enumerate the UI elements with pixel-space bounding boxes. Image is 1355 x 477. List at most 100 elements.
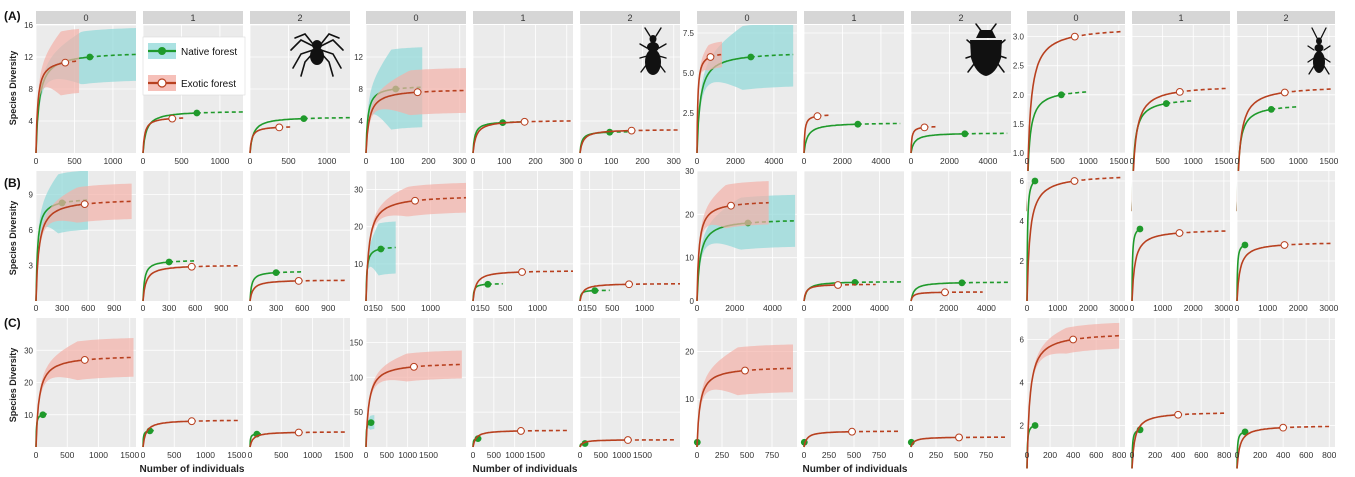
- facet-strip-label: 1: [851, 13, 856, 23]
- native-observed-point: [193, 109, 201, 117]
- facet-strip-label: 1: [190, 13, 195, 23]
- native-observed-point: [1031, 422, 1039, 429]
- facet-strip-label: 0: [744, 13, 749, 23]
- exotic-extrapolated-line: [1074, 176, 1122, 182]
- x-tick-label: 2000: [725, 303, 744, 313]
- x-tick-label: 1500: [1109, 156, 1128, 166]
- facet-strip: [366, 11, 466, 24]
- exotic-observed-point: [920, 123, 929, 132]
- x-tick-label: 1000: [210, 156, 229, 166]
- exotic-observed-point: [410, 362, 418, 371]
- x-tick-label: 300: [667, 156, 681, 166]
- x-tick-label: 150: [369, 303, 383, 313]
- x-tick-label: 0: [578, 156, 583, 166]
- exotic-extrapolated-line: [1178, 412, 1225, 416]
- x-tick-label: 0: [802, 156, 807, 166]
- exotic-extrapolated-line: [520, 429, 569, 432]
- x-tick-label: 500: [740, 450, 754, 460]
- exotic-extrapolated-line: [1179, 87, 1227, 93]
- x-tick-label: 600: [1089, 450, 1103, 460]
- y-tick-label: 0: [690, 297, 695, 306]
- y-tick-label: 3.0: [1013, 33, 1025, 42]
- x-tick-label: 800: [1112, 450, 1126, 460]
- x-tick-label: 0: [471, 156, 476, 166]
- x-tick-label: 0: [141, 450, 146, 460]
- native-extrapolated-line: [196, 111, 244, 114]
- exotic-interpolated-line: [1026, 180, 1075, 302]
- x-tick-label: 600: [81, 303, 95, 313]
- x-tick-label: 750: [765, 450, 779, 460]
- native-observed-point: [39, 411, 47, 419]
- x-tick-label: 1000: [1048, 303, 1067, 313]
- native-observed-point: [961, 130, 969, 138]
- x-tick-label: 0: [1130, 450, 1135, 460]
- x-tick-label: 3000: [1214, 303, 1233, 313]
- legend-exotic-label: Exotic forest: [181, 79, 236, 90]
- x-tick-label: 4000: [871, 156, 890, 166]
- exotic-observed-point: [941, 288, 949, 297]
- facet-strip-label: 1: [520, 13, 525, 23]
- x-tick-label: 2000: [1079, 303, 1098, 313]
- exotic-interpolated-line: [142, 265, 192, 302]
- native-observed-point: [377, 245, 385, 253]
- row-b-darkling-beetles-facet-0: 0 1000 2000 3000 2 4 6: [1020, 171, 1129, 313]
- exotic-observed-point: [411, 196, 419, 205]
- exotic-confidence-band: [697, 41, 722, 153]
- exotic-interpolated-line: [696, 369, 746, 448]
- x-tick-label: 1000: [398, 450, 417, 460]
- exotic-interpolated-line: [249, 126, 280, 154]
- exotic-interpolated-line: [472, 430, 521, 448]
- row-a-true-bugs-facet-0: 0 0 2000 4000 2.5 5.0 7.5: [683, 11, 797, 166]
- native-observed-point: [1241, 241, 1249, 249]
- row-c-darkling-beetles-facet-2: 0 200 400 600 800: [1235, 318, 1337, 469]
- exotic-extrapolated-line: [524, 120, 573, 123]
- facet-strip-label: 2: [627, 13, 632, 23]
- x-tick-label: 0: [909, 156, 914, 166]
- exotic-extrapolated-line: [730, 201, 769, 207]
- x-tick-label: 4000: [870, 303, 889, 313]
- x-tick-label: 1000: [1289, 156, 1308, 166]
- x-tick-label: 0: [1130, 156, 1135, 166]
- native-observed-point: [86, 53, 94, 61]
- y-tick-label: 10: [685, 254, 694, 263]
- x-tick-label: 1000: [1184, 156, 1203, 166]
- x-tick-label: 2000: [1184, 303, 1203, 313]
- exotic-extrapolated-line: [628, 283, 680, 286]
- row-a-ground-beetles-facet-2: 2 0 100 200 300: [578, 11, 681, 166]
- exotic-interpolated-line: [365, 91, 418, 154]
- y-axis-title-b: Species Diversity: [8, 201, 18, 276]
- x-tick-label: 500: [605, 303, 619, 313]
- native-observed-point: [854, 120, 862, 128]
- row-a-true-bugs-facet-2: 2 0 2000 4000: [909, 11, 1011, 166]
- native-extrapolated-line: [169, 260, 196, 263]
- native-extrapolated-line: [961, 281, 1010, 284]
- y-tick-label: 20: [24, 379, 33, 388]
- y-tick-label: 2: [1020, 257, 1025, 266]
- exotic-extrapolated-line: [413, 363, 462, 368]
- x-tick-label: 1000: [528, 303, 547, 313]
- x-tick-label: 2000: [833, 156, 852, 166]
- y-tick-label: 30: [24, 346, 33, 355]
- x-tick-label: 0: [578, 303, 583, 313]
- x-tick-label: 500: [847, 450, 861, 460]
- x-tick-label: 500: [1261, 156, 1275, 166]
- facet-strip: [1027, 11, 1125, 24]
- native-observed-point: [747, 53, 755, 61]
- x-tick-label: 0: [578, 450, 583, 460]
- native-extrapolated-line: [1166, 100, 1194, 105]
- exotic-observed-point: [1070, 177, 1079, 185]
- y-tick-label: 6: [1020, 177, 1025, 186]
- exotic-interpolated-line: [249, 280, 299, 302]
- x-tick-label: 1500: [1319, 156, 1338, 166]
- x-tick-label: 0: [909, 450, 914, 460]
- x-tick-label: 0: [34, 303, 39, 313]
- y-tick-label: 20: [685, 347, 694, 356]
- x-tick-label: 1000: [505, 450, 524, 460]
- x-tick-label: 500: [167, 450, 181, 460]
- spider-icon: [290, 33, 344, 77]
- exotic-interpolated-line: [1131, 414, 1179, 469]
- exotic-observed-point: [1174, 410, 1183, 419]
- x-tick-label: 500: [498, 303, 512, 313]
- exotic-observed-point: [413, 88, 422, 97]
